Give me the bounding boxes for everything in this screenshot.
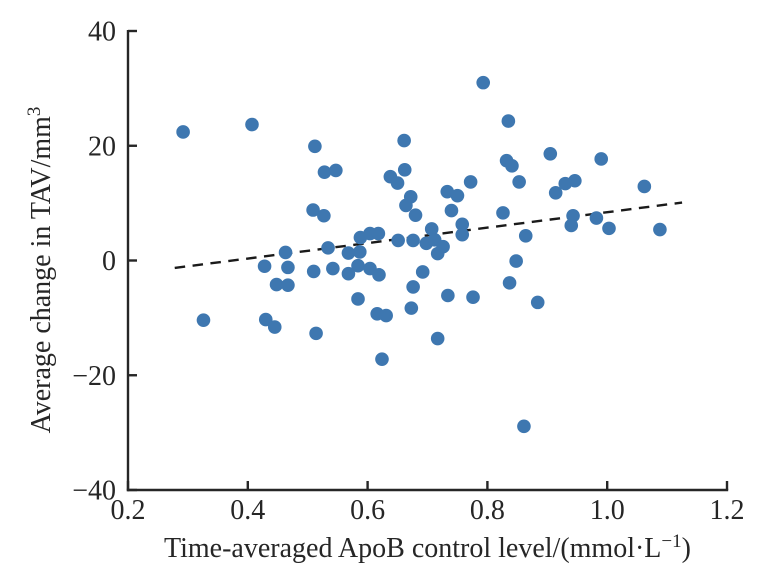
data-point: [341, 266, 356, 281]
x-axis-label-suffix: ): [681, 533, 691, 564]
data-point: [379, 308, 393, 323]
data-point: [375, 352, 389, 366]
data-point: [509, 254, 523, 268]
trend-line: [174, 201, 683, 270]
data-point: [321, 241, 335, 255]
data-point: [440, 184, 455, 199]
data-point: [517, 419, 531, 434]
data-point: [258, 312, 273, 327]
data-point: [408, 208, 423, 222]
data-point: [548, 185, 563, 200]
data-point: [512, 175, 526, 189]
data-point: [430, 331, 445, 346]
data-point: [518, 229, 533, 243]
data-point: [257, 259, 272, 274]
data-point: [397, 133, 411, 148]
data-point: [306, 264, 321, 279]
data-point: [415, 265, 430, 279]
data-point: [530, 295, 545, 310]
data-point: [281, 278, 295, 292]
x-tick-label: 0.2: [111, 495, 146, 526]
data-point: [594, 152, 609, 166]
data-point: [502, 276, 517, 290]
data-point: [245, 117, 259, 132]
data-point: [496, 206, 510, 220]
data-point: [455, 217, 470, 232]
data-point: [476, 75, 491, 90]
y-tick-label: 40: [88, 17, 116, 48]
data-point: [505, 159, 519, 173]
x-tick-label: 0.6: [350, 495, 385, 526]
data-point: [281, 260, 295, 275]
data-point: [430, 246, 445, 261]
data-point: [269, 277, 284, 292]
data-point: [391, 233, 405, 248]
data-point: [308, 139, 322, 154]
data-point: [404, 301, 419, 315]
y-tick-label: −20: [72, 361, 116, 392]
data-point: [463, 175, 478, 189]
data-point: [196, 313, 211, 327]
x-tick-label: 0.8: [470, 495, 505, 526]
data-point: [317, 208, 331, 223]
data-point: [341, 246, 356, 260]
data-point: [466, 290, 480, 305]
data-point: [653, 222, 667, 237]
data-point: [406, 280, 420, 294]
x-axis-label-text: Time-averaged ApoB control level/(mmol·L: [164, 533, 662, 564]
data-point: [351, 258, 365, 273]
y-axis-label-superscript: 3: [23, 106, 45, 117]
data-point: [176, 125, 190, 139]
data-point: [278, 245, 293, 260]
data-point: [390, 176, 405, 190]
y-tick-label: 20: [88, 131, 116, 162]
data-point: [455, 227, 470, 242]
data-point: [397, 163, 412, 177]
data-point: [501, 114, 516, 128]
data-point: [589, 211, 604, 225]
x-tick-label: 0.4: [230, 495, 265, 526]
data-point: [309, 326, 323, 341]
data-point: [424, 222, 439, 236]
data-point: [329, 163, 343, 178]
data-point: [399, 198, 413, 213]
y-axis-label-text: Average change in TAV/mm: [26, 116, 57, 434]
data-point: [543, 146, 558, 161]
data-point: [372, 268, 386, 282]
data-point: [602, 221, 616, 236]
data-point: [326, 261, 340, 276]
data-point: [317, 165, 332, 179]
data-point: [558, 176, 573, 191]
data-point: [371, 226, 386, 241]
x-axis-label-superscript: −1: [661, 530, 682, 552]
x-tick-label: 1.2: [710, 495, 745, 526]
data-point: [406, 233, 420, 248]
y-tick-label: −40: [72, 476, 116, 507]
data-point: [564, 218, 579, 233]
y-tick-label: 0: [102, 246, 116, 277]
data-point: [351, 292, 365, 306]
x-axis-label: Time-averaged ApoB control level/(mmol·L…: [128, 532, 727, 564]
y-axis-label: Average change in TAV/mm3: [24, 107, 57, 434]
data-point: [353, 245, 367, 259]
data-point: [441, 288, 455, 303]
data-point: [444, 203, 459, 218]
data-point: [450, 188, 465, 203]
data-point: [267, 320, 282, 334]
data-point: [637, 179, 652, 194]
data-point: [306, 203, 320, 217]
x-tick-label: 1.0: [590, 495, 625, 526]
